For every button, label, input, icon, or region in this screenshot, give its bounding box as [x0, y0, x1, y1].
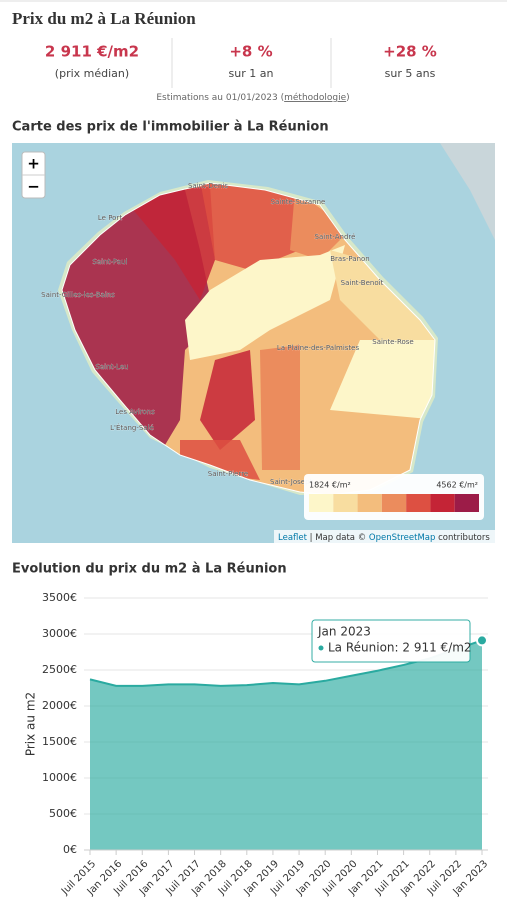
y-tick-label: 3000€ — [42, 627, 77, 640]
attribution: Leaflet | Map data © OpenStreetMap contr… — [278, 533, 490, 543]
legend-swatch — [357, 494, 382, 512]
tooltip-label: La Réunion: 2 911 €/m2 — [328, 641, 472, 655]
page-title: Prix du m2 à La Réunion — [12, 9, 196, 28]
methodology-link[interactable]: méthodologie — [284, 92, 346, 103]
place-label: Sainte-Rose — [372, 338, 413, 346]
tooltip-box — [311, 619, 471, 663]
place-label: Les Avirons — [115, 408, 155, 416]
note-text: Estimations au 01/01/2023 ( — [156, 93, 284, 103]
attribution-text: | Map data © — [307, 533, 369, 543]
tooltip-title: Jan 2023 — [317, 625, 371, 639]
place-label: L'Étang-Salé — [110, 423, 154, 432]
place-label: Le Port — [98, 214, 122, 222]
map: + − Saint-Denis Sainte-Suzanne Le Port Sain… — [12, 143, 495, 543]
stat-label: sur 5 ans — [385, 67, 436, 80]
y-tick-label: 1000€ — [42, 771, 77, 784]
legend-swatch — [381, 494, 407, 512]
legend-swatch — [454, 494, 479, 512]
legend-swatch — [430, 494, 455, 512]
area — [90, 640, 482, 850]
place-label: Saint-Paul — [93, 258, 128, 266]
y-tick-label: 0€ — [63, 843, 77, 856]
zoom-out[interactable]: − — [27, 178, 40, 196]
y-tick-label: 1500€ — [42, 735, 77, 748]
map-title: Carte des prix de l'immobilier à La Réun… — [12, 120, 329, 135]
place-label: Sainte-Suzanne — [271, 198, 326, 206]
note: Estimations au 01/01/2023 (méthodologie) — [156, 92, 349, 103]
note-end: ) — [346, 93, 350, 103]
stat-value: 2 911 €/m2 — [45, 43, 139, 61]
place-label: La Plaine-des-Palmistes — [277, 344, 360, 352]
attribution-end: contributors — [435, 533, 490, 543]
chart-title: Evolution du prix du m2 à La Réunion — [12, 562, 287, 577]
leaflet-link[interactable]: Leaflet — [278, 533, 308, 543]
stat-label: sur 1 an — [229, 67, 274, 80]
tooltip-dot — [318, 645, 324, 651]
legend-min: 1824 €/m² — [309, 481, 351, 490]
legend-swatch — [333, 494, 358, 512]
place-label: Saint-Denis — [188, 182, 228, 190]
place-label: Saint-André — [315, 233, 356, 241]
y-tick-label: 3500€ — [42, 591, 77, 604]
zoom-in[interactable]: + — [27, 155, 40, 173]
stat-value: +28 % — [383, 43, 437, 61]
place-label: Saint-Gilles-les-Bains — [41, 291, 115, 299]
place-label: Saint-Leu — [96, 363, 129, 371]
y-tick-label: 2500€ — [42, 663, 77, 676]
osm-link[interactable]: OpenStreetMap — [369, 533, 435, 543]
stat-label: (prix médian) — [55, 67, 129, 80]
stat-value: +8 % — [229, 43, 272, 61]
place-label: Saint-Pierre — [208, 470, 249, 478]
legend-max: 4562 €/m² — [436, 481, 478, 490]
legend-swatch — [309, 494, 334, 512]
place-label: Saint-Benoît — [341, 279, 384, 287]
legend-swatch — [406, 494, 431, 512]
place-label: Saint-Joseph — [270, 478, 314, 486]
y-tick-label: 2000€ — [42, 699, 77, 712]
y-tick-label: 500€ — [49, 807, 77, 820]
place-label: Bras-Panon — [330, 255, 370, 263]
y-axis-title: Prix au m2 — [24, 692, 38, 756]
highlight-point — [476, 634, 488, 647]
